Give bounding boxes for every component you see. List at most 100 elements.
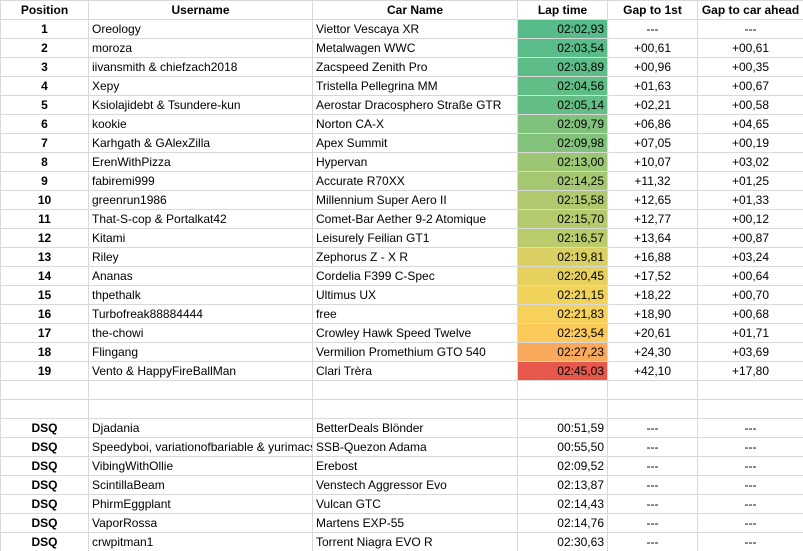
car-name-cell: Comet-Bar Aether 9-2 Atomique (312, 209, 518, 229)
car-name-cell: Aerostar Dracosphero Straße GTR (312, 95, 518, 115)
position-cell: 8 (0, 152, 89, 172)
position-cell: DSQ (0, 494, 89, 514)
result-row: 16 Turbofreak88884444 free 02:21,83 +18,90 +0… (0, 304, 803, 324)
username-cell: Speedyboi, variationofbariable & yurimac… (88, 437, 313, 457)
position-cell: 13 (0, 247, 89, 267)
result-row: 8 ErenWithPizza Hypervan 02:13,00 +10,07 +03,… (0, 152, 803, 172)
position-cell: DSQ (0, 475, 89, 495)
header-cell: Gap to car ahead (697, 0, 803, 20)
header-cell: Position (0, 0, 89, 20)
position-cell: DSQ (0, 456, 89, 476)
gap-to-first-cell: +17,52 (607, 266, 698, 286)
username-cell: Djadania (88, 418, 313, 438)
username-cell: iivansmith & chiefzach2018 (88, 57, 313, 77)
position-cell: 16 (0, 304, 89, 324)
dsq-row: DSQ ScintillaBeam Venstech Aggressor Evo 02… (0, 475, 803, 495)
gap-to-ahead-cell: +04,65 (697, 114, 803, 134)
lap-time-cell: 02:15,58 (517, 190, 608, 210)
position-cell: 2 (0, 38, 89, 58)
dsq-row: DSQ VibingWithOllie Erebost 02:09,52 --- --- (0, 456, 803, 476)
gap-to-first-cell: +18,90 (607, 304, 698, 324)
dsq-row: DSQ VaporRossa Martens EXP-55 02:14,76 --- --… (0, 513, 803, 533)
result-row: 18 Flingang Vermilion Promethium GTO 540 02… (0, 342, 803, 362)
position-cell: 9 (0, 171, 89, 191)
position-cell: DSQ (0, 418, 89, 438)
result-row: 1 Oreology Viettor Vescaya XR 02:02,93 --- --… (0, 19, 803, 39)
position-cell: 12 (0, 228, 89, 248)
car-name-cell: Venstech Aggressor Evo (312, 475, 518, 495)
blank-cell (517, 380, 608, 400)
gap-to-first-cell: --- (607, 437, 698, 457)
car-name-cell: Cordelia F399 C-Spec (312, 266, 518, 286)
blank-cell (517, 399, 608, 419)
gap-to-ahead-cell: --- (697, 513, 803, 533)
position-cell: 1 (0, 19, 89, 39)
lap-time-cell: 02:03,54 (517, 38, 608, 58)
gap-to-first-cell: +00,96 (607, 57, 698, 77)
lap-time-cell: 02:16,57 (517, 228, 608, 248)
username-cell: fabiremi999 (88, 171, 313, 191)
car-name-cell: Ultimus UX (312, 285, 518, 305)
username-cell: Turbofreak88884444 (88, 304, 313, 324)
position-cell: 11 (0, 209, 89, 229)
position-cell: 19 (0, 361, 89, 381)
gap-to-first-cell: --- (607, 418, 698, 438)
result-row: 15 thpethalk Ultimus UX 02:21,15 +18,22 +00,7… (0, 285, 803, 305)
dsq-row: DSQ PhirmEggplant Vulcan GTC 02:14,43 --- --- (0, 494, 803, 514)
gap-to-first-cell: +18,22 (607, 285, 698, 305)
header-cell: Gap to 1st (607, 0, 698, 20)
position-cell: DSQ (0, 513, 89, 533)
position-cell: 14 (0, 266, 89, 286)
gap-to-ahead-cell: +00,61 (697, 38, 803, 58)
position-cell: 15 (0, 285, 89, 305)
blank-cell (0, 399, 89, 419)
result-row: 14 Ananas Cordelia F399 C-Spec 02:20,45 +17,… (0, 266, 803, 286)
blank-cell (607, 380, 698, 400)
position-cell: DSQ (0, 532, 89, 551)
result-row: 10 greenrun1986 Millennium Super Aero II 02… (0, 190, 803, 210)
car-name-cell: Crowley Hawk Speed Twelve (312, 323, 518, 343)
gap-to-first-cell: +06,86 (607, 114, 698, 134)
gap-to-first-cell: --- (607, 475, 698, 495)
car-name-cell: Erebost (312, 456, 518, 476)
blank-cell (697, 399, 803, 419)
lap-time-cell: 00:55,50 (517, 437, 608, 457)
gap-to-ahead-cell: +00,58 (697, 95, 803, 115)
car-name-cell: Zephorus Z - X R (312, 247, 518, 267)
car-name-cell: Vulcan GTC (312, 494, 518, 514)
username-cell: Flingang (88, 342, 313, 362)
lap-time-cell: 02:21,83 (517, 304, 608, 324)
gap-to-first-cell: --- (607, 456, 698, 476)
username-cell: Xepy (88, 76, 313, 96)
gap-to-first-cell: +24,30 (607, 342, 698, 362)
username-cell: That-S-cop & Portalkat42 (88, 209, 313, 229)
lap-time-cell: 02:09,52 (517, 456, 608, 476)
lap-time-cell: 02:21,15 (517, 285, 608, 305)
gap-to-first-cell: +07,05 (607, 133, 698, 153)
car-name-cell: Torrent Niagra EVO R (312, 532, 518, 551)
header-cell: Lap time (517, 0, 608, 20)
blank-cell (0, 380, 89, 400)
gap-to-first-cell: --- (607, 19, 698, 39)
gap-to-first-cell: +13,64 (607, 228, 698, 248)
result-row: 7 Karhgath & GAlexZilla Apex Summit 02:09,9… (0, 133, 803, 153)
result-row: 13 Riley Zephorus Z - X R 02:19,81 +16,88 +03… (0, 247, 803, 267)
gap-to-ahead-cell: --- (697, 494, 803, 514)
car-name-cell: Hypervan (312, 152, 518, 172)
gap-to-first-cell: +12,65 (607, 190, 698, 210)
username-cell: VaporRossa (88, 513, 313, 533)
gap-to-first-cell: +01,63 (607, 76, 698, 96)
username-cell: Oreology (88, 19, 313, 39)
gap-to-ahead-cell: +03,24 (697, 247, 803, 267)
result-row: 17 the-chowi Crowley Hawk Speed Twelve 02:2… (0, 323, 803, 343)
position-cell: 6 (0, 114, 89, 134)
gap-to-first-cell: +20,61 (607, 323, 698, 343)
result-row: 6 kookie Norton CA-X 02:09,79 +06,86 +04,65 (0, 114, 803, 134)
header-cell: Username (88, 0, 313, 20)
gap-to-ahead-cell: +03,69 (697, 342, 803, 362)
lap-time-cell: 00:51,59 (517, 418, 608, 438)
username-cell: Riley (88, 247, 313, 267)
car-name-cell: Accurate R70XX (312, 171, 518, 191)
gap-to-first-cell: +42,10 (607, 361, 698, 381)
